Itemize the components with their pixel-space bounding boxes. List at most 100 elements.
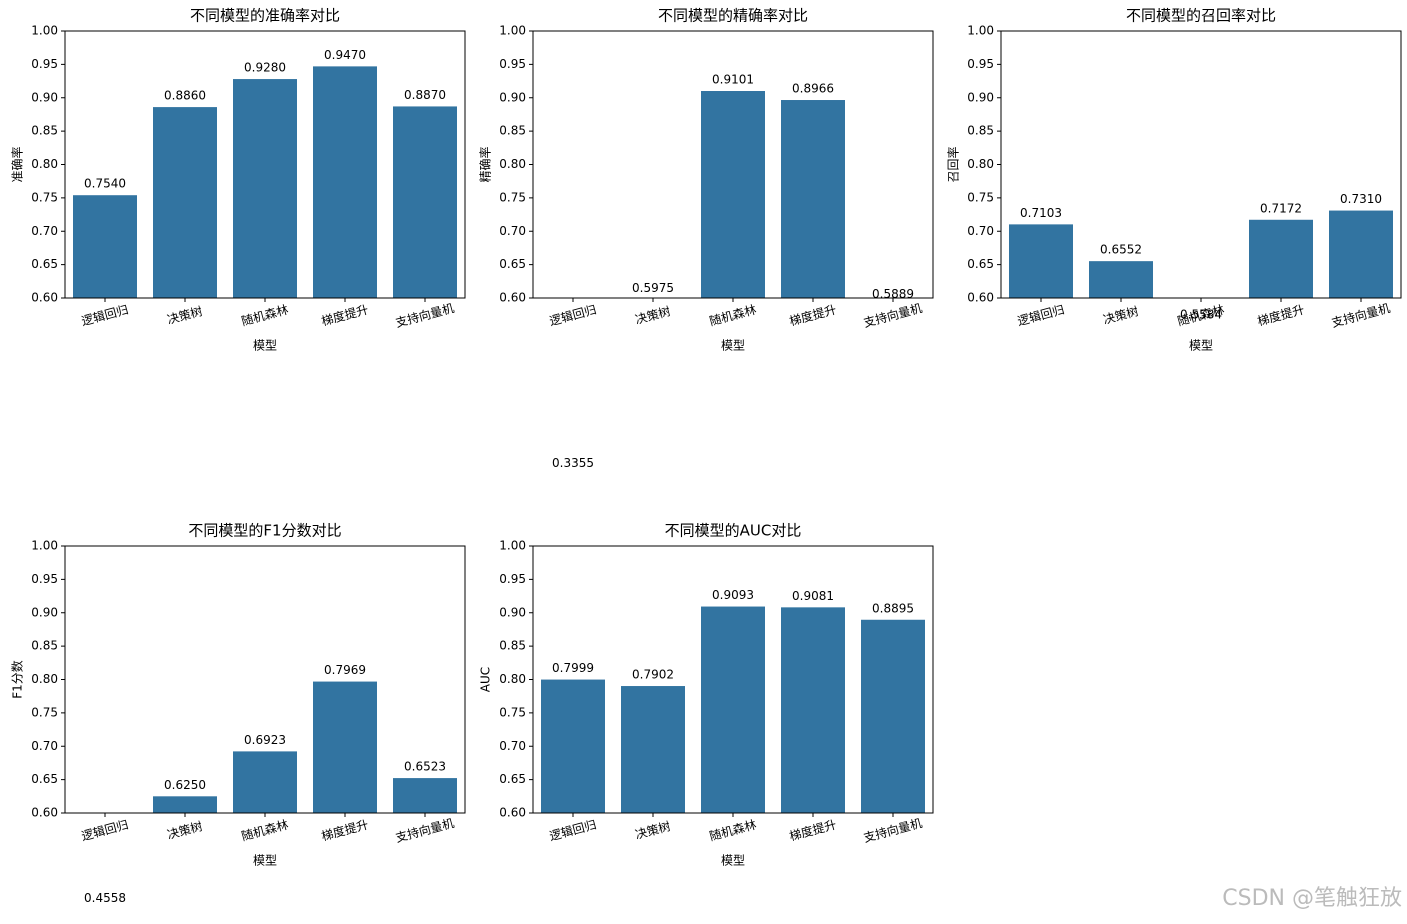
y-tick-label: 0.85 (499, 639, 526, 653)
x-tick-label: 决策树 (165, 303, 204, 327)
value-label: 0.3355 (552, 456, 594, 470)
y-tick-label: 0.70 (967, 224, 994, 238)
x-tick-label: 梯度提升 (788, 302, 838, 329)
value-label: 0.8860 (164, 89, 206, 103)
x-axis-label: 模型 (1189, 339, 1213, 353)
bar (781, 100, 845, 298)
y-tick-label: 0.80 (499, 157, 526, 171)
bar (861, 619, 925, 813)
x-tick-label: 支持向量机 (862, 300, 924, 330)
x-tick-label: 逻辑回归 (80, 303, 130, 329)
bar (541, 679, 605, 813)
value-label: 0.9101 (712, 73, 754, 87)
chart-title: 不同模型的召回率对比 (1126, 7, 1276, 25)
chart-title: 不同模型的精确率对比 (658, 7, 808, 25)
x-tick-label: 随机森林 (240, 817, 290, 844)
value-label: 0.5889 (872, 287, 914, 301)
y-axis-label: F1分数 (10, 660, 25, 699)
x-tick-label: 随机森林 (1176, 302, 1226, 329)
y-tick-label: 0.65 (499, 257, 526, 271)
axes-frame (1000, 30, 1402, 299)
y-tick-label: 0.90 (499, 605, 526, 619)
watermark: CSDN @笔触狂放 (1222, 886, 1402, 911)
x-tick-label: 决策树 (633, 818, 672, 842)
y-tick-label: 1.00 (967, 24, 994, 38)
y-tick-label: 0.85 (31, 124, 58, 138)
value-label: 0.9093 (712, 588, 754, 602)
y-axis-label: 准确率 (10, 146, 25, 182)
y-tick-label: 0.75 (31, 190, 58, 204)
y-tick-label: 0.85 (967, 124, 994, 138)
x-tick-label: 逻辑回归 (80, 818, 130, 844)
y-tick-label: 0.65 (31, 772, 58, 786)
y-tick-label: 0.75 (499, 705, 526, 719)
value-label: 0.8966 (792, 82, 834, 96)
y-tick-label: 0.90 (31, 605, 58, 619)
bar (393, 778, 457, 813)
y-tick-label: 1.00 (499, 24, 526, 38)
value-label: 0.6552 (1100, 243, 1142, 257)
x-tick-label: 随机森林 (708, 817, 758, 844)
x-tick-label: 支持向量机 (862, 815, 924, 845)
x-tick-label: 梯度提升 (788, 817, 838, 844)
y-tick-label: 0.70 (31, 739, 58, 753)
y-tick-label: 0.95 (499, 572, 526, 586)
y-tick-label: 0.70 (499, 739, 526, 753)
value-label: 0.7103 (1020, 206, 1062, 220)
y-tick-label: 0.70 (499, 224, 526, 238)
y-tick-label: 0.60 (499, 806, 526, 820)
x-tick-label: 决策树 (165, 818, 204, 842)
y-tick-label: 0.80 (31, 672, 58, 686)
value-label: 0.7172 (1260, 201, 1302, 215)
x-tick-label: 逻辑回归 (548, 818, 598, 844)
bar (621, 686, 685, 813)
y-tick-label: 0.90 (499, 90, 526, 104)
bar (1089, 261, 1153, 298)
axes-frame (64, 545, 466, 814)
x-tick-label: 梯度提升 (320, 302, 370, 329)
value-label: 0.7969 (324, 663, 366, 677)
bar (1009, 224, 1073, 298)
axes-frame (532, 30, 934, 299)
value-label: 0.5975 (632, 281, 674, 295)
y-tick-label: 0.80 (31, 157, 58, 171)
chart-title: 不同模型的F1分数对比 (188, 522, 341, 540)
value-label: 0.9470 (324, 48, 366, 62)
bar (1329, 210, 1393, 298)
y-axis-label: AUC (479, 667, 493, 692)
bars (541, 606, 925, 813)
bar (233, 751, 297, 813)
y-tick-label: 0.95 (31, 57, 58, 71)
y-tick-label: 0.85 (31, 639, 58, 653)
value-label: 0.9081 (792, 589, 834, 603)
x-tick-label: 梯度提升 (320, 817, 370, 844)
x-tick-label: 支持向量机 (1330, 300, 1392, 330)
y-tick-label: 0.80 (967, 157, 994, 171)
x-tick-label: 决策树 (1101, 303, 1140, 327)
x-tick-label: 随机森林 (708, 302, 758, 329)
y-tick-label: 0.60 (967, 291, 994, 305)
y-tick-label: 0.60 (31, 291, 58, 305)
bar (701, 91, 765, 298)
value-label: 0.6250 (164, 778, 206, 792)
bar (233, 79, 297, 298)
bars (701, 91, 845, 298)
y-tick-label: 0.90 (31, 90, 58, 104)
chart-title: 不同模型的AUC对比 (665, 522, 802, 540)
y-axis-label: 精确率 (478, 146, 493, 182)
value-label: 0.9280 (244, 61, 286, 75)
value-label: 0.7310 (1340, 192, 1382, 206)
bar (73, 195, 137, 298)
y-tick-label: 0.85 (499, 124, 526, 138)
y-tick-label: 0.70 (31, 224, 58, 238)
value-label: 0.7540 (84, 177, 126, 191)
value-label: 0.7999 (552, 661, 594, 675)
y-tick-label: 0.90 (967, 90, 994, 104)
bar (313, 681, 377, 813)
bar (781, 607, 845, 813)
y-tick-label: 0.75 (499, 190, 526, 204)
x-tick-label: 支持向量机 (394, 815, 456, 845)
y-tick-label: 0.95 (31, 572, 58, 586)
value-label: 0.7902 (632, 668, 674, 682)
y-tick-label: 0.75 (31, 705, 58, 719)
